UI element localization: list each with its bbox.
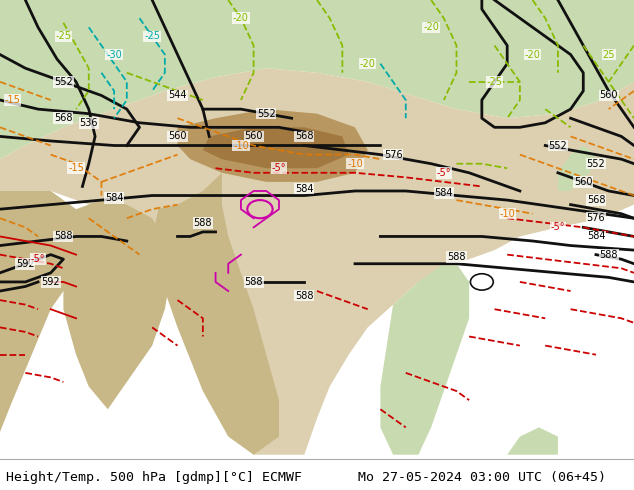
Text: Mo 27-05-2024 03:00 UTC (06+45): Mo 27-05-2024 03:00 UTC (06+45) [358, 471, 606, 484]
Text: 552: 552 [548, 141, 567, 150]
Text: 544: 544 [168, 91, 187, 100]
Text: 588: 588 [447, 252, 466, 262]
Text: 576: 576 [586, 213, 605, 223]
Text: 552: 552 [54, 77, 73, 87]
Text: 560: 560 [599, 91, 618, 100]
Text: 576: 576 [384, 149, 403, 160]
Text: 552: 552 [257, 109, 276, 119]
Text: 584: 584 [295, 184, 314, 194]
Text: -10: -10 [347, 159, 363, 169]
Text: 584: 584 [105, 193, 124, 203]
Text: 588: 588 [193, 218, 212, 228]
Text: 568: 568 [54, 113, 73, 123]
Text: -25: -25 [486, 77, 503, 87]
Text: -20: -20 [359, 59, 376, 69]
Text: -20: -20 [524, 49, 541, 60]
Text: -20: -20 [233, 13, 249, 23]
Text: 536: 536 [79, 118, 98, 128]
Text: -15: -15 [68, 163, 84, 173]
Text: -5°: -5° [437, 168, 451, 178]
Text: 560: 560 [574, 177, 593, 187]
Text: 568: 568 [586, 195, 605, 205]
Text: 560: 560 [168, 131, 187, 142]
Text: 588: 588 [244, 277, 263, 287]
Text: 584: 584 [434, 188, 453, 198]
Text: -25: -25 [144, 31, 160, 41]
Text: -5°: -5° [31, 254, 45, 264]
Text: 568: 568 [295, 131, 314, 142]
Text: -30: -30 [107, 49, 122, 60]
Text: -20: -20 [423, 22, 439, 32]
Text: 592: 592 [41, 277, 60, 287]
Text: -25: -25 [55, 31, 72, 41]
Text: 584: 584 [586, 231, 605, 242]
Text: 588: 588 [599, 249, 618, 260]
Text: 25: 25 [602, 49, 615, 60]
Text: 592: 592 [16, 259, 35, 269]
Text: 588: 588 [295, 291, 314, 300]
Text: -5°: -5° [272, 163, 286, 173]
Text: Height/Temp. 500 hPa [gdmp][°C] ECMWF: Height/Temp. 500 hPa [gdmp][°C] ECMWF [6, 471, 302, 484]
Text: -10: -10 [500, 209, 515, 219]
Text: 588: 588 [54, 231, 73, 242]
Text: 560: 560 [244, 131, 263, 142]
Text: -5°: -5° [551, 222, 565, 232]
Text: 552: 552 [586, 159, 605, 169]
Text: -10: -10 [233, 141, 249, 150]
Text: -15: -15 [4, 95, 21, 105]
